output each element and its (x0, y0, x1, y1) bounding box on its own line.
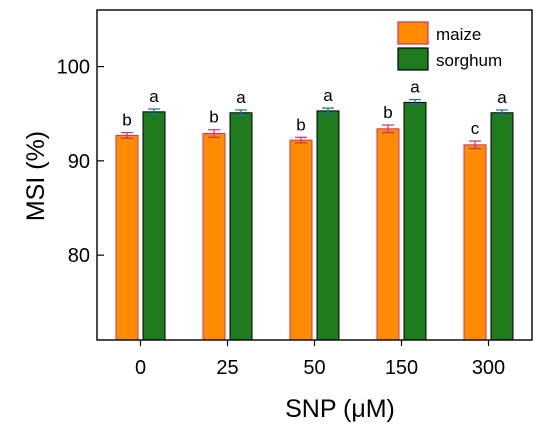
y-tick-label-100: 100 (57, 57, 90, 79)
x-tick-label-300: 300 (472, 357, 505, 379)
significance-letter-sorghum-0: a (149, 87, 159, 106)
x-axis-title: SNP (μM) (285, 395, 395, 423)
plot-frame (96, 9, 533, 341)
significance-letter-sorghum-50: a (323, 86, 333, 105)
bar-maize-50 (289, 139, 313, 341)
legend-swatch-maize (397, 21, 429, 45)
axes-layer: 0 25 50 150 300 80 90 100 (57, 9, 533, 379)
bar-sorghum-300 (490, 112, 514, 341)
bar-maize-0 (115, 134, 139, 341)
legend-label-sorghum: sorghum (436, 51, 502, 70)
bar-maize-150 (376, 128, 400, 341)
significance-letter-maize-150: b (383, 103, 392, 122)
y-axis-title: MSI (%) (22, 131, 50, 221)
significance-letter-maize-0: b (122, 111, 131, 130)
significance-letter-sorghum-300: a (497, 88, 507, 107)
bar-sorghum-0 (142, 111, 166, 341)
x-tick-label-0: 0 (135, 357, 146, 379)
significance-letter-maize-50: b (296, 115, 305, 134)
significance-letter-maize-300: c (471, 119, 480, 138)
x-tick-label-50: 50 (303, 357, 325, 379)
legend-label-maize: maize (436, 25, 481, 44)
significance-letter-sorghum-150: a (410, 78, 420, 97)
bar-sorghum-150 (403, 101, 427, 341)
significance-letter-maize-25: b (209, 108, 218, 127)
y-tick-label-90: 90 (68, 151, 90, 173)
bar-sorghum-50 (316, 110, 340, 341)
x-tick-label-150: 150 (385, 357, 418, 379)
significance-letter-sorghum-25: a (236, 88, 246, 107)
legend-swatch-sorghum (397, 47, 429, 71)
bar-sorghum-25 (229, 112, 253, 341)
x-tick-label-25: 25 (216, 357, 238, 379)
bar-maize-300 (463, 144, 487, 341)
bar-maize-25 (202, 133, 226, 341)
legend: maize sorghum (397, 21, 502, 71)
y-tick-label-80: 80 (68, 245, 90, 267)
